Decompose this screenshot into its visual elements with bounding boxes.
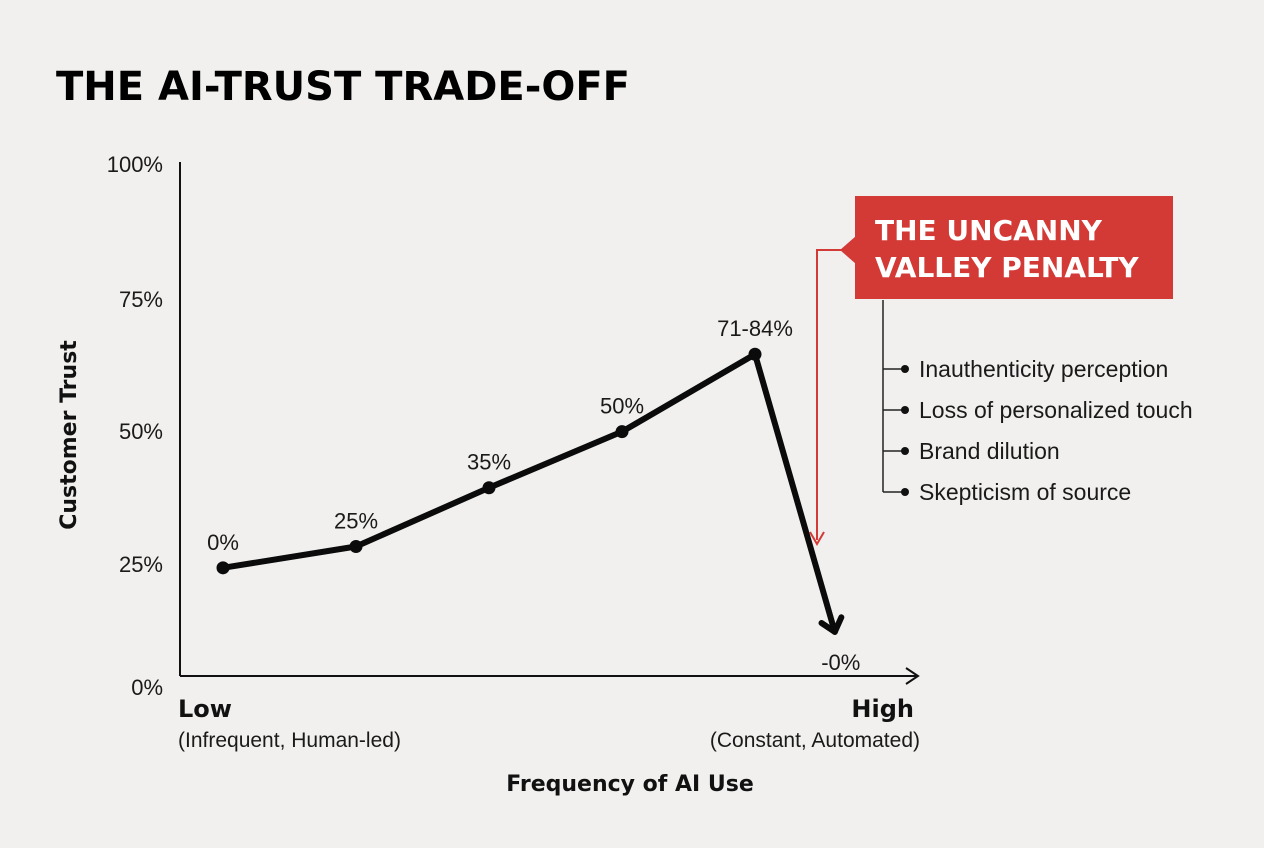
data-label: 71-84% [717, 316, 793, 341]
x-high-sublabel: (Constant, Automated) [710, 729, 920, 752]
bullet-dot [901, 447, 909, 455]
callout-leader-line [816, 249, 856, 540]
bullet-dot [901, 365, 909, 373]
callout-box [855, 196, 1173, 299]
x-high-label: High [851, 695, 914, 723]
bullet-item: Inauthenticity perception [919, 356, 1168, 382]
y-tick-label: 100% [107, 152, 163, 177]
trust-drop-arrowhead [818, 614, 845, 635]
callout-title-line1: THE UNCANNY [875, 214, 1103, 247]
y-tick-label: 25% [119, 552, 163, 577]
data-point [349, 539, 363, 553]
y-tick-label: 0% [131, 675, 163, 700]
drop-label: -0% [821, 650, 860, 675]
bullet-dot [901, 488, 909, 496]
y-tick-label: 50% [119, 419, 163, 444]
trust-series: 0% 25% 35% 50% 71-84% -0% [207, 316, 860, 675]
data-point [482, 481, 496, 495]
bullet-item: Loss of personalized touch [919, 397, 1193, 423]
y-tick-labels: 100% 75% 50% 25% 0% [107, 152, 163, 700]
y-tick-label: 75% [119, 287, 163, 312]
x-low-sublabel: (Infrequent, Human-led) [178, 729, 401, 752]
data-label: 50% [600, 394, 644, 419]
callout-title-line2: VALLEY PENALTY [875, 251, 1139, 284]
bullet-item: Skepticism of source [919, 479, 1131, 505]
data-label: 35% [467, 450, 511, 475]
x-axis-label: Frequency of AI Use [506, 772, 754, 797]
bullet-dot [901, 406, 909, 414]
penalty-bullets: Inauthenticity perception Loss of persona… [882, 300, 1193, 505]
y-axis-label: Customer Trust [57, 340, 82, 530]
data-point [216, 561, 230, 575]
trust-drop-line [752, 351, 838, 635]
x-axis-arrowhead [905, 667, 920, 685]
bullet-item: Brand dilution [919, 438, 1060, 464]
chart-title: THE AI-TRUST TRADE-OFF [56, 64, 630, 110]
data-point [615, 425, 629, 439]
data-label: 0% [207, 530, 239, 555]
callout-pointer [840, 236, 856, 264]
data-point [748, 347, 762, 361]
callout-leader-arrowhead [809, 531, 825, 546]
x-low-label: Low [178, 695, 232, 723]
uncanny-valley-callout: THE UNCANNY VALLEY PENALTY [840, 196, 1173, 299]
data-label: 25% [334, 508, 378, 533]
